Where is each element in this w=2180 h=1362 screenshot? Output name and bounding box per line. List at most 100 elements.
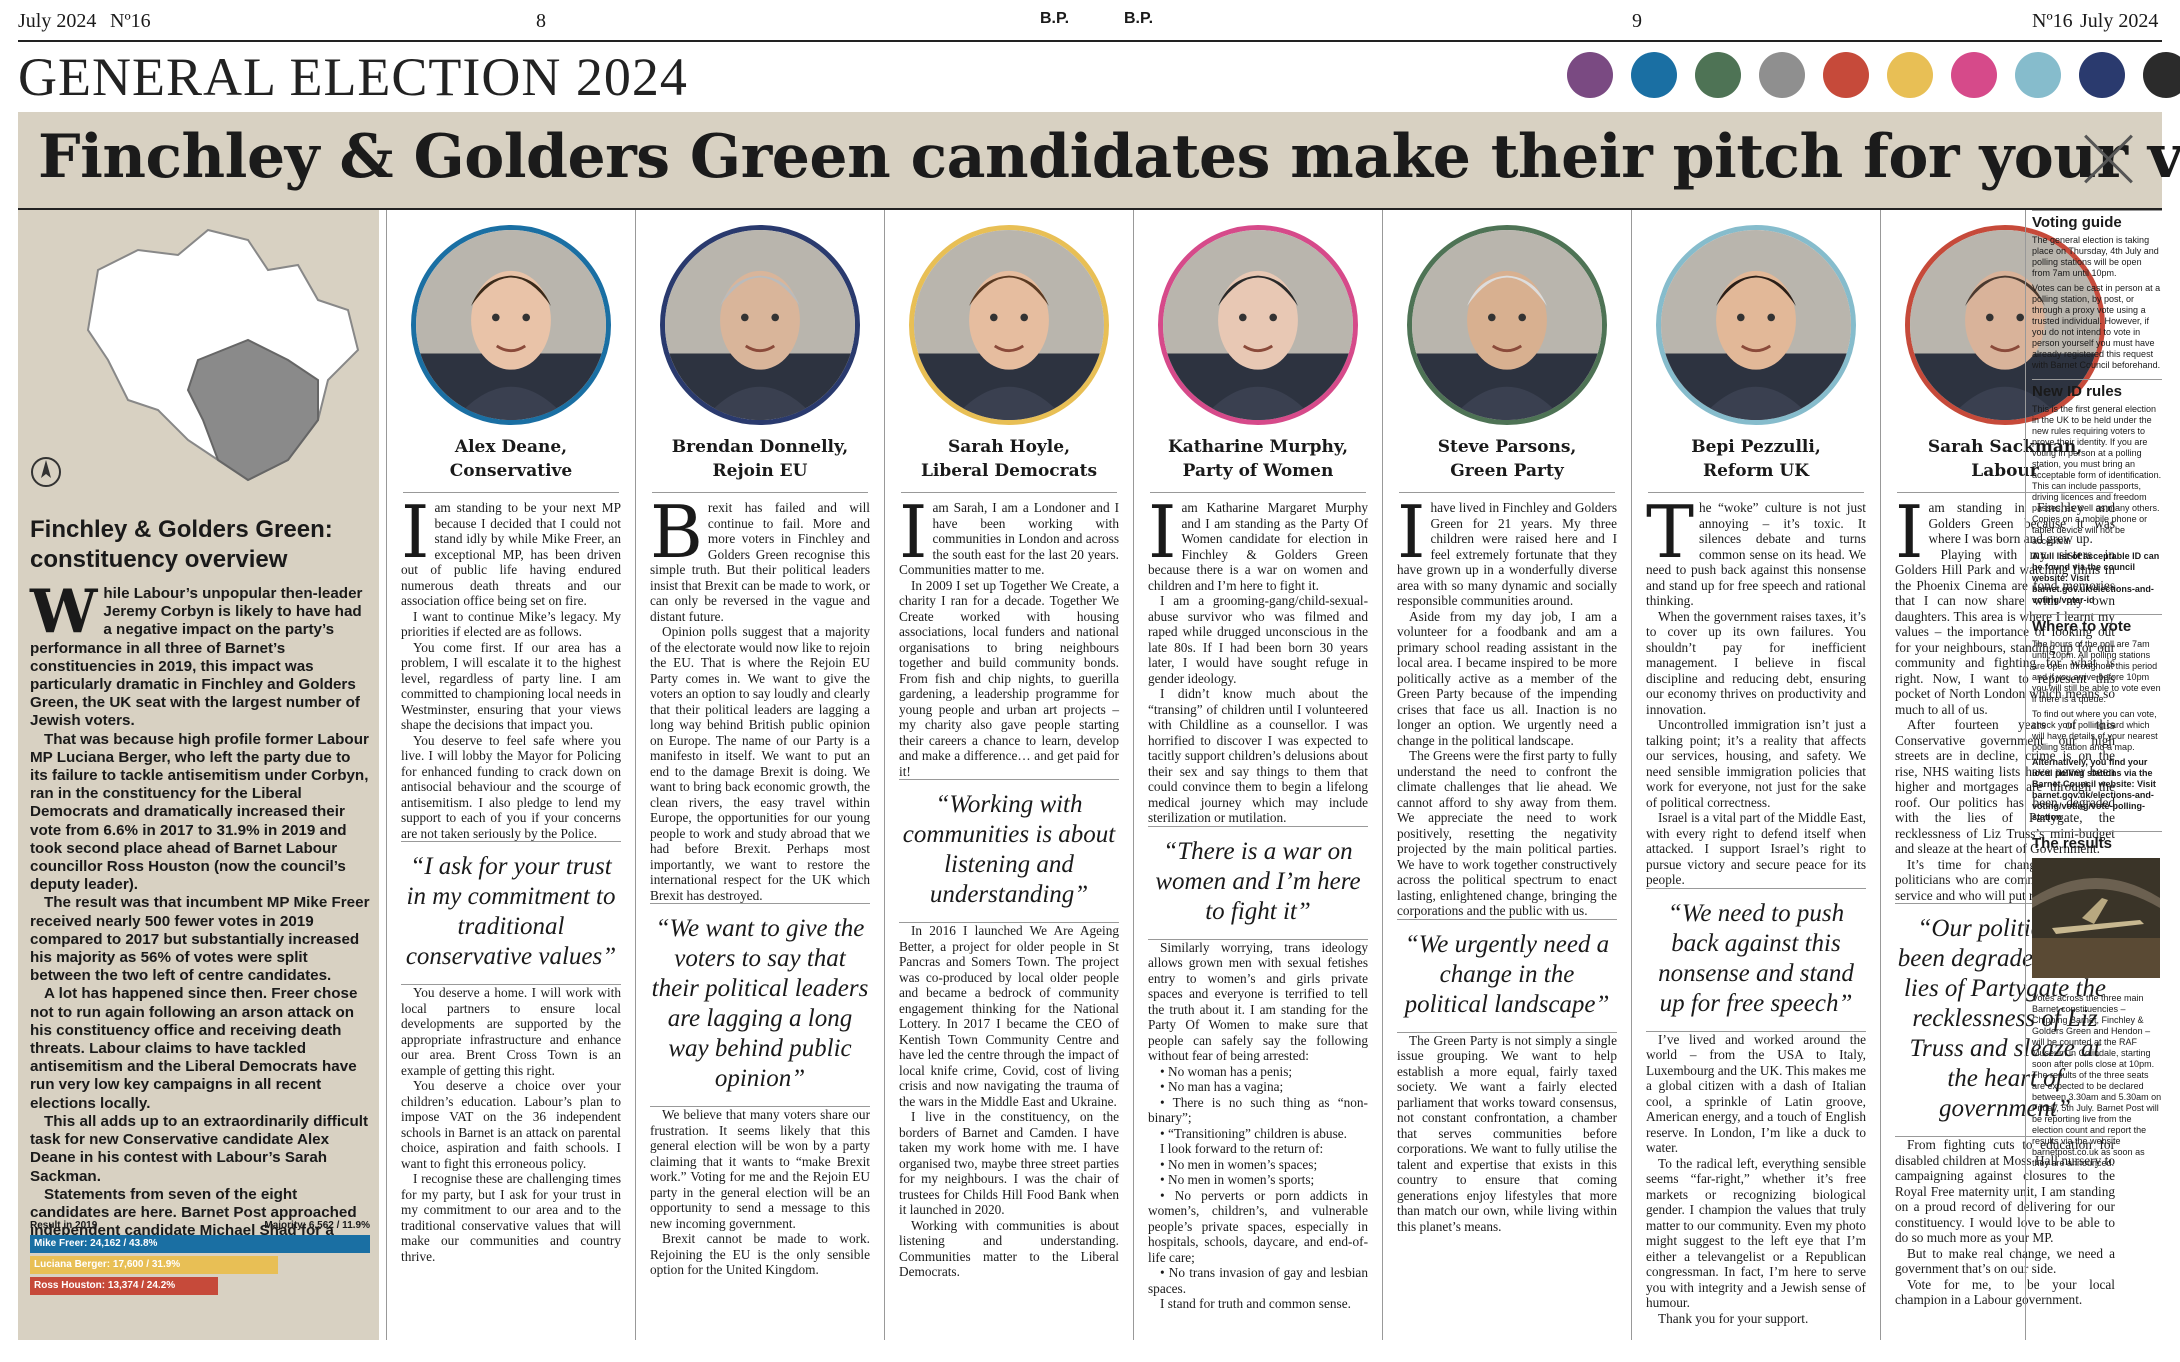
statement-paragraph: I live in the constituency, on the borde… [899,1109,1119,1217]
constituency-map [18,210,379,492]
statement-paragraph: The Green Party is not simply a single i… [1397,1032,1617,1234]
statement-text: rexit has failed and will continue to fa… [650,500,870,624]
name-divider [403,492,619,493]
name-divider [1897,492,2113,493]
party-color-dot [1759,52,1805,98]
statement-text: have lived in Finchley and Golders Green… [1397,500,1617,608]
id-rules-link[interactable]: A full list of acceptable ID can be foun… [2032,551,2160,605]
page-number-left: 8 [536,10,546,32]
pull-quote: “Working with communities is about liste… [899,779,1119,923]
statement-paragraph: You deserve to feel safe where you live.… [401,733,621,842]
where-to-vote-title: Where to vote [2032,614,2162,635]
where-to-vote-paragraph: The hours of the poll are 7am until 10pm… [2032,639,2161,704]
results-bars: Mike Freer: 24,162 / 43.8% Luciana Berger… [30,1235,370,1295]
logo-right: B.P. [1124,10,1154,27]
overview-paragraph-text: A lot has happened since then. Freer cho… [30,985,358,1112]
candidate-name: Sarah Sackman, [1927,437,2083,457]
column-divider [1631,210,1632,1340]
party-color-dots [1567,52,2180,98]
statement-text: You deserve to feel safe where you live.… [401,732,621,841]
name-divider [901,492,1117,493]
statement-paragraph: You deserve a choice over your children’… [401,1078,621,1171]
left-issue: Nº16 [110,10,151,32]
statement-paragraph: I have lived in Finchley and Golders Gre… [1397,496,1617,609]
overview-paragraph-text: hile Labour’s unpopular then-leader Jere… [30,585,363,730]
statement-text: Playing with my sisters in Golders Hill … [1895,546,2115,717]
statement-paragraph: • No woman has a penis; [1160,1063,1293,1079]
statement-text: he “woke” culture is not just annoying –… [1646,500,1866,608]
party-color-dot [1631,52,1677,98]
statement-paragraph: • No man has a vagina; [1160,1079,1284,1094]
page-number-right: 9 [1632,10,1642,32]
map-graphic [31,228,360,487]
candidate-statement: I am Katharine Margaret Murphy and I am … [1148,490,1368,1312]
statement-text: I want to continue Mike’s legacy. My pri… [401,608,621,640]
statement-paragraph: Vote for me, to be your local champion i… [1895,1276,2115,1308]
statement-paragraph: I am standing to be your next MP because… [401,496,621,609]
column-divider [1880,210,1881,1340]
party-color-dot [1951,52,1997,98]
candidate-name-block: Sarah Sackman, Labour [1887,435,2123,483]
candidate-photo [660,225,860,425]
candidate-statement: I am standing in Finchley and Golders Gr… [1895,496,2115,1308]
party-color-dot [1823,52,1869,98]
party-color-dot [1695,52,1741,98]
candidate-name-block: Sarah Hoyle, Liberal Democrats [891,435,1127,483]
candidate-party: Labour [1971,461,2039,481]
statement-text: I didn’t know much about the “transing” … [1148,686,1368,825]
statement-paragraph: I am Sarah, I am a Londoner and I have b… [899,496,1119,578]
right-date: July 2024 [2080,10,2159,32]
statement-paragraph: From fighting cuts to education for disa… [1895,1137,2115,1245]
id-rules-text: This is the first general election in th… [2032,404,2162,546]
statement-text: am Katharine Margaret Murphy and I am st… [1148,500,1368,593]
statement-text: am standing in Finchley and Golders Gree… [1928,500,2115,546]
statement-text: You come first. If our area has a proble… [401,639,621,733]
party-color-dot [1887,52,1933,98]
party-color-dot [1567,52,1613,98]
candidate-photo [411,225,611,425]
statement-paragraph: Playing with my sisters in Golders Hill … [1895,547,2115,718]
logo-left: B.P. [1040,10,1070,27]
statement-paragraph: • No men in women’s spaces; [1160,1156,1318,1172]
statement-paragraph: • No trans invasion of gay and lesbian s… [1148,1265,1368,1296]
overview-paragraph-text: That was because high profile former Lab… [30,730,369,894]
statement-paragraph: I stand for truth and common sense. [1160,1296,1351,1311]
pull-quote: “There is a war on women and I’m here to… [1148,825,1368,940]
statement-paragraph: Opinion polls suggest that a majority of… [650,624,870,903]
candidate-photo [1656,225,1856,425]
drop-cap: B [650,490,703,574]
drop-cap: I [1148,490,1177,574]
results-2019: Result in 2019 Majority: 6,562 / 11.9% M… [30,1220,370,1298]
statement-text: Aside from my day job, I am a volunteer … [1397,608,1617,748]
overview-paragraph-text: The result was that incumbent MP Mike Fr… [30,894,370,985]
statement-paragraph: You come first. If our area has a proble… [401,640,621,733]
section-title: GENERAL ELECTION 2024 [18,47,688,107]
voting-sidebar: Voting guide The general election is tak… [2032,210,2162,1177]
candidate-name: Alex Deane, [454,437,568,457]
statement-paragraph: • “Transitioning” children is abuse. [1160,1125,1347,1141]
voting-guide-title: Voting guide [2032,210,2162,231]
statement-text: Uncontrolled immigration isn’t just a ta… [1646,717,1866,810]
name-divider [1150,492,1366,493]
close-icon[interactable] [2080,130,2138,188]
name-divider [1648,492,1864,493]
statement-paragraph: • There is no such thing as “non-binary”… [1148,1094,1368,1126]
candidate-party: Green Party [1450,461,1564,481]
statement-paragraph: We believe that many voters share our fr… [650,1107,870,1231]
statement-paragraph: I am a grooming-gang/child-sexual-abuse … [1148,593,1368,686]
where-to-vote-link[interactable]: Alternatively, you find your local polli… [2032,757,2156,822]
result-bar: Mike Freer: 24,162 / 43.8% [30,1235,370,1253]
result-bar: Ross Houston: 13,374 / 24.2% [30,1277,218,1295]
candidate-name: Bepi Pezzulli, [1691,437,1821,457]
party-color-dot [2015,52,2061,98]
overview-paragraph: A lot has happened since then. Freer cho… [30,985,370,1112]
candidate-photo [1158,225,1358,425]
result-bar: Luciana Berger: 17,600 / 31.9% [30,1256,278,1274]
column-divider [386,210,387,1340]
statement-paragraph: • No men in women’s sports; [1160,1172,1315,1187]
candidate-party: Liberal Democrats [920,461,1098,481]
